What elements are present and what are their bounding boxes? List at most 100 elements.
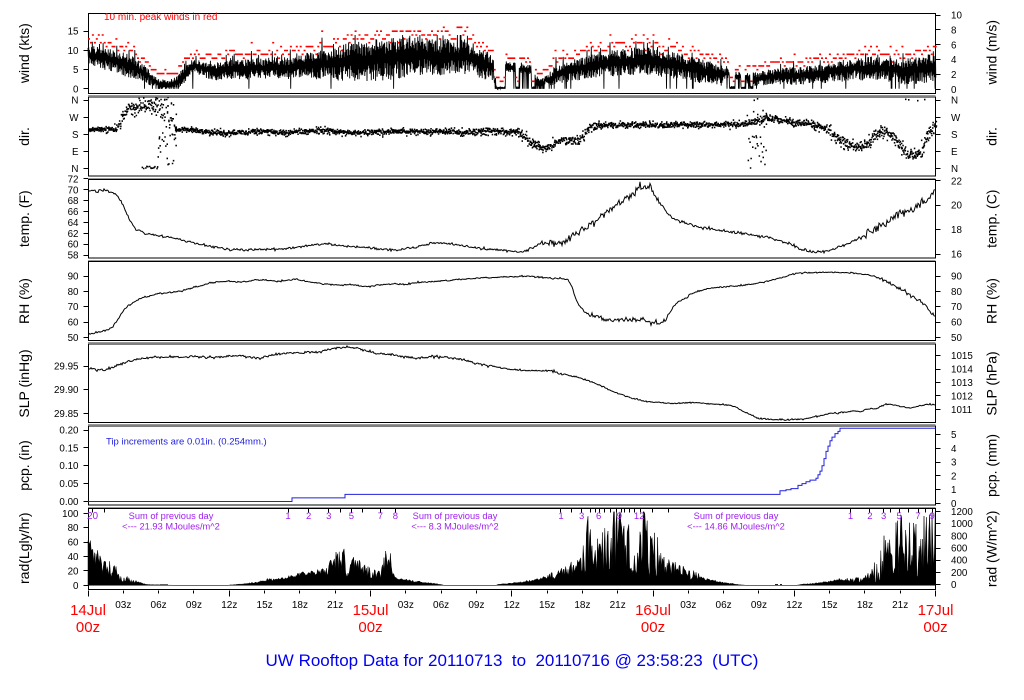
svg-text:20: 20 [87,511,99,522]
svg-text:N: N [951,96,958,107]
svg-text:1: 1 [848,511,853,522]
svg-text:20: 20 [68,566,79,577]
svg-text:50: 50 [951,333,962,344]
svg-text:0: 0 [951,85,957,96]
svg-text:10: 10 [68,46,79,57]
svg-text:Sum of previous day: Sum of previous day [413,511,498,521]
svg-text:0: 0 [73,85,79,96]
svg-text:400: 400 [951,556,968,567]
svg-text:1200: 1200 [951,507,973,518]
svg-text:S: S [951,130,958,141]
svg-text:2: 2 [951,70,956,81]
svg-text:1015: 1015 [951,351,973,362]
svg-text:18z: 18z [857,600,873,611]
svg-text:0.15: 0.15 [59,443,79,454]
svg-text:70: 70 [68,185,79,196]
svg-text:pcp. (in): pcp. (in) [16,440,32,491]
svg-text:20: 20 [951,201,962,212]
svg-text:18: 18 [951,225,962,236]
svg-text:1013: 1013 [951,378,973,389]
svg-text:80: 80 [68,523,79,534]
svg-text:1000: 1000 [951,519,973,530]
svg-text:06z: 06z [151,600,167,611]
svg-text:1: 1 [558,511,563,522]
svg-text:temp. (C): temp. (C) [984,190,1000,248]
svg-text:rad (W/m^2): rad (W/m^2) [984,511,1000,588]
svg-text:29.90: 29.90 [54,385,79,396]
svg-text:0: 0 [73,581,79,592]
svg-text:80: 80 [68,287,79,298]
svg-text:1: 1 [285,511,290,522]
svg-text:90: 90 [951,272,962,283]
svg-text:4: 4 [951,444,957,455]
svg-text:00z: 00z [641,619,665,636]
svg-text:60: 60 [68,538,79,549]
svg-text:1014: 1014 [951,365,973,376]
svg-text:8: 8 [393,511,398,522]
svg-text:18z: 18z [292,600,308,611]
svg-text:09z: 09z [468,600,484,611]
svg-text:16Jul: 16Jul [635,602,671,619]
svg-text:80: 80 [951,287,962,298]
svg-text:100: 100 [62,509,79,520]
svg-text:8: 8 [951,25,957,36]
svg-text:2: 2 [306,511,311,522]
svg-text:1012: 1012 [951,391,973,402]
svg-text:10: 10 [951,11,962,22]
svg-text:200: 200 [951,568,968,579]
svg-text:70: 70 [951,302,962,313]
svg-text:06z: 06z [716,600,732,611]
svg-text:N: N [71,164,78,175]
svg-text:E: E [951,147,958,158]
svg-text:<--- 8.3 MJoules/m^2: <--- 8.3 MJoules/m^2 [411,522,498,532]
svg-text:2: 2 [867,511,872,522]
svg-text:5: 5 [349,511,354,522]
svg-text:UW Rooftop Data for 20110713: UW Rooftop Data for 20110713 to 20110716… [266,651,759,670]
svg-text:12z: 12z [786,600,802,611]
svg-text:16: 16 [951,250,962,261]
svg-text:rad(Lgly/hr): rad(Lgly/hr) [16,512,32,584]
svg-text:40: 40 [68,552,79,563]
svg-text:64: 64 [68,218,79,229]
svg-text:800: 800 [951,531,968,542]
svg-text:00z: 00z [923,619,947,636]
svg-text:5: 5 [73,65,79,76]
svg-text:3: 3 [326,511,331,522]
svg-text:72: 72 [68,175,79,186]
svg-text:0.05: 0.05 [59,479,79,490]
svg-text:Sum of previous day: Sum of previous day [694,511,779,521]
svg-text:58: 58 [68,251,79,262]
svg-text:03z: 03z [115,600,131,611]
svg-text:0.20: 0.20 [59,426,79,437]
svg-text:18z: 18z [574,600,590,611]
svg-text:E: E [72,147,79,158]
svg-text:temp. (F): temp. (F) [16,190,32,247]
svg-text:10 min. peak winds in red: 10 min. peak winds in red [104,12,217,23]
svg-text:0.00: 0.00 [59,497,79,508]
svg-text:N: N [71,96,78,107]
svg-text:15z: 15z [539,600,555,611]
svg-text:60: 60 [68,318,79,329]
svg-text:09z: 09z [186,600,202,611]
svg-text:wind (kts): wind (kts) [16,23,32,84]
svg-text:dir.: dir. [16,127,32,146]
svg-text:2: 2 [951,472,956,483]
svg-text:62: 62 [68,229,79,240]
svg-text:90: 90 [68,272,79,283]
svg-text:9: 9 [930,511,935,522]
svg-text:60: 60 [68,240,79,251]
svg-text:12: 12 [634,511,645,522]
svg-text:12z: 12z [504,600,520,611]
svg-text:09z: 09z [751,600,767,611]
svg-text:S: S [72,130,79,141]
svg-text:06z: 06z [433,600,449,611]
svg-text:03z: 03z [398,600,414,611]
svg-text:RH (%): RH (%) [984,278,1000,324]
svg-text:600: 600 [951,544,968,555]
svg-text:<--- 21.93 MJoules/m^2: <--- 21.93 MJoules/m^2 [122,522,220,532]
svg-text:pcp. (mm): pcp. (mm) [984,434,1000,497]
svg-text:00z: 00z [76,619,100,636]
svg-text:7: 7 [915,511,920,522]
svg-text:17Jul: 17Jul [918,602,954,619]
svg-text:9: 9 [617,511,622,522]
